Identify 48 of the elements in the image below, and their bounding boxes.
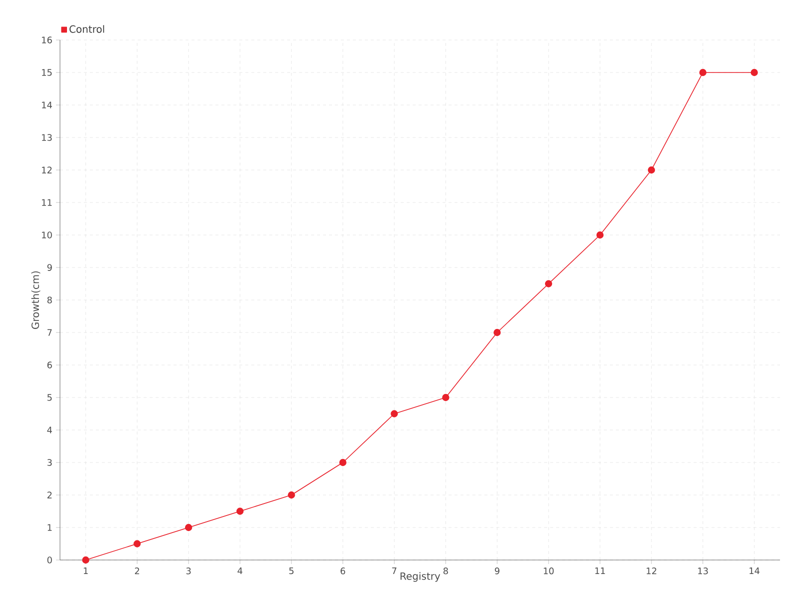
y-tick-label: 4 — [47, 426, 52, 434]
x-tick-label: 14 — [750, 568, 760, 574]
point — [544, 280, 552, 288]
y-tick-label: 10 — [42, 232, 52, 238]
point — [134, 540, 141, 548]
y-tick-label: 6 — [47, 362, 52, 368]
point — [648, 166, 656, 174]
x-tick-label: 10 — [544, 568, 554, 574]
y-tick-label: 8 — [47, 296, 52, 304]
x-tick-label: 9 — [494, 568, 500, 574]
y-tick-label: 5 — [47, 394, 52, 401]
point — [596, 231, 604, 239]
y-tick-label: 2 — [47, 492, 52, 498]
y-tick-label: 3 — [47, 459, 52, 466]
y-axis-title: Growth(cm) — [31, 271, 40, 329]
x-tick-label: 8 — [443, 568, 448, 574]
point — [390, 410, 398, 418]
x-tick-label: 13 — [698, 568, 708, 574]
point — [699, 68, 706, 76]
point — [288, 491, 296, 499]
y-tick-label: 11 — [42, 199, 52, 206]
y-tick-label: 1 — [48, 524, 52, 531]
legend-label: Control — [70, 25, 104, 33]
point — [236, 508, 244, 515]
point — [82, 556, 90, 564]
x-tick-label: 11 — [595, 568, 605, 574]
y-tick-label: 0 — [47, 556, 52, 564]
y-tick-label: 13 — [42, 134, 52, 141]
x-tick-label: 4 — [238, 568, 242, 574]
x-tick-label: 7 — [392, 568, 396, 574]
point — [184, 524, 192, 532]
y-tick-label: 14 — [42, 102, 52, 108]
x-tick-label: 3 — [186, 568, 191, 574]
y-tick-label: 15 — [42, 69, 52, 76]
y-tick-label: 12 — [42, 166, 52, 174]
point — [339, 458, 346, 466]
point — [494, 328, 501, 336]
y-tick-label: 9 — [47, 264, 52, 271]
x-tick-label: 2 — [134, 568, 140, 574]
x-tick-label: 6 — [340, 568, 346, 574]
y-tick-label: 7 — [48, 329, 52, 336]
point — [750, 68, 758, 76]
point — [442, 394, 450, 402]
x-tick-label: 12 — [646, 568, 656, 574]
x-tick-label: 1 — [84, 568, 88, 574]
x-tick-label: 5 — [289, 568, 294, 574]
x-axis-title: Registry — [400, 572, 440, 582]
y-tick-label: 16 — [42, 36, 52, 44]
